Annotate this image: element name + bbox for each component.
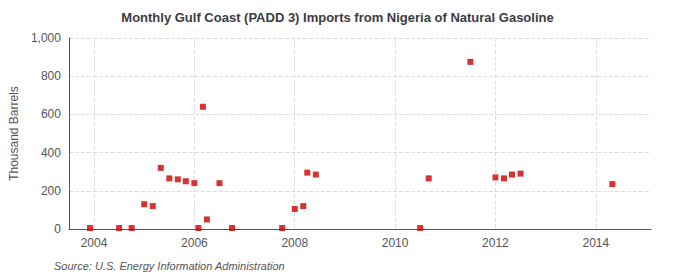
svg-text:2014: 2014 xyxy=(582,236,609,250)
svg-text:0: 0 xyxy=(54,222,61,236)
svg-text:1,000: 1,000 xyxy=(31,31,61,45)
svg-text:Monthly Gulf Coast (PADD 3) Im: Monthly Gulf Coast (PADD 3) Imports from… xyxy=(121,10,553,25)
svg-text:2012: 2012 xyxy=(482,236,509,250)
svg-text:Source: U.S. Energy Informatio: Source: U.S. Energy Information Administ… xyxy=(54,260,285,272)
svg-text:2008: 2008 xyxy=(281,236,308,250)
svg-text:2006: 2006 xyxy=(181,236,208,250)
svg-text:200: 200 xyxy=(41,184,61,198)
svg-text:2004: 2004 xyxy=(81,236,108,250)
svg-text:Thousand Barrels: Thousand Barrels xyxy=(7,86,21,181)
svg-text:400: 400 xyxy=(41,146,61,160)
svg-text:2010: 2010 xyxy=(382,236,409,250)
svg-text:800: 800 xyxy=(41,69,61,83)
svg-text:600: 600 xyxy=(41,107,61,121)
